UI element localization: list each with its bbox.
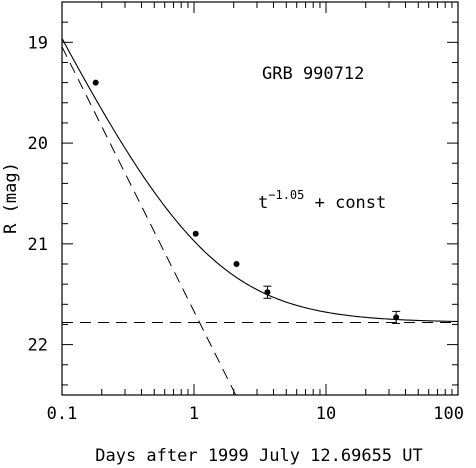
x-tick-label: 100 bbox=[433, 404, 464, 424]
data-point bbox=[92, 79, 99, 86]
y-axis-label: R (mag) bbox=[1, 162, 21, 234]
model-annotation: t−1.05 + const bbox=[258, 188, 386, 213]
x-tick-label: 0.1 bbox=[47, 404, 78, 424]
plot-frame bbox=[61, 1, 459, 396]
y-tick-label: 19 bbox=[28, 33, 48, 53]
model-annotation-base: t bbox=[258, 193, 268, 213]
fit-curve bbox=[62, 38, 458, 323]
power-law-dashed-line bbox=[62, 46, 237, 395]
x-tick-label: 10 bbox=[316, 404, 336, 424]
tick-labels: 0.1 1 10 100 19 20 21 22 bbox=[28, 33, 464, 424]
data-point bbox=[393, 314, 400, 321]
model-curves bbox=[62, 38, 458, 395]
x-axis-label: Days after 1999 July 12.69655 UT bbox=[95, 446, 423, 466]
axis-ticks bbox=[61, 1, 458, 395]
data-point bbox=[264, 289, 271, 296]
model-annotation-exponent: −1.05 bbox=[268, 188, 304, 202]
x-tick-label: 1 bbox=[189, 404, 199, 424]
y-tick-label: 21 bbox=[28, 235, 48, 255]
y-tick-label: 22 bbox=[28, 336, 48, 356]
data-point bbox=[192, 230, 199, 237]
y-tick-label: 20 bbox=[28, 134, 48, 154]
model-annotation-rest: + const bbox=[304, 193, 386, 213]
grb-name-annotation: GRB 990712 bbox=[262, 64, 364, 84]
data-points bbox=[92, 79, 401, 324]
data-point bbox=[233, 261, 240, 267]
